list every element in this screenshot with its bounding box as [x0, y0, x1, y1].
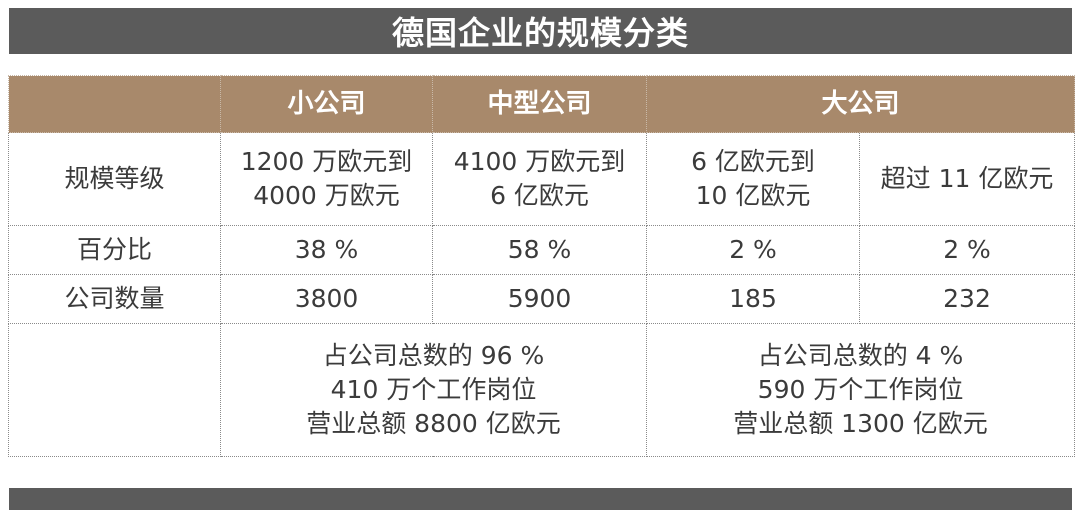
summary-small-medium-revenue: 营业总额 8800 亿欧元 [306, 409, 561, 438]
cell-scale-large-a: 6 亿欧元到 10 亿欧元 [646, 132, 860, 226]
cell-count-large-b: 232 [858, 274, 1076, 324]
header-corner-cell [8, 75, 221, 133]
cell-percent-large-b: 2 % [858, 225, 1076, 275]
row-label-count: 公司数量 [8, 274, 221, 324]
company-size-table: 小公司 中型公司 大公司 规模等级 1200 万欧元到 4000 万欧元 410… [8, 75, 1076, 457]
cell-percent-small: 38 % [220, 225, 433, 275]
cell-scale-medium-line1: 4100 万欧元到 [453, 147, 626, 176]
summary-large-revenue: 营业总额 1300 亿欧元 [733, 409, 988, 438]
row-label-summary [8, 323, 221, 457]
page-title: 德国企业的规模分类 [391, 14, 689, 52]
cell-scale-medium: 4100 万欧元到 6 亿欧元 [432, 132, 647, 226]
summary-small-medium-jobs: 410 万个工作岗位 [330, 375, 537, 404]
title-bar: 德国企业的规模分类 [9, 8, 1072, 54]
cell-scale-large-b: 超过 11 亿欧元 [858, 132, 1076, 226]
summary-large-jobs: 590 万个工作岗位 [757, 375, 964, 404]
cell-scale-small: 1200 万欧元到 4000 万欧元 [220, 132, 433, 226]
bottom-bar [9, 488, 1072, 510]
cell-summary-large: 占公司总数的 4 % 590 万个工作岗位 营业总额 1300 亿欧元 [645, 323, 1076, 457]
row-label-scale: 规模等级 [8, 132, 221, 226]
cell-count-medium: 5900 [432, 274, 647, 324]
table-row-count: 公司数量 3800 5900 185 232 [8, 274, 1076, 324]
table-row-scale: 规模等级 1200 万欧元到 4000 万欧元 4100 万欧元到 6 亿欧元 … [8, 132, 1076, 226]
cell-summary-small-medium: 占公司总数的 96 % 410 万个工作岗位 营业总额 8800 亿欧元 [220, 323, 647, 457]
cell-percent-large-a: 2 % [646, 225, 860, 275]
summary-small-medium-share: 占公司总数的 96 % [322, 341, 545, 370]
cell-count-small: 3800 [220, 274, 433, 324]
header-small-company: 小公司 [220, 75, 433, 133]
row-label-percent: 百分比 [8, 225, 221, 275]
summary-large-share: 占公司总数的 4 % [757, 341, 964, 370]
header-large-company: 大公司 [645, 75, 1076, 133]
header-medium-company: 中型公司 [432, 75, 647, 133]
cell-count-large-a: 185 [646, 274, 860, 324]
cell-scale-large-a-line2: 10 亿欧元 [695, 181, 811, 210]
cell-scale-large-a-line1: 6 亿欧元到 [691, 147, 815, 176]
table-row-summary: 占公司总数的 96 % 410 万个工作岗位 营业总额 8800 亿欧元 占公司… [8, 323, 1076, 457]
table-header-row: 小公司 中型公司 大公司 [8, 75, 1076, 133]
cell-scale-small-line2: 4000 万欧元 [253, 181, 400, 210]
table-row-percent: 百分比 38 % 58 % 2 % 2 % [8, 225, 1076, 275]
cell-scale-medium-line2: 6 亿欧元 [490, 181, 589, 210]
cell-percent-medium: 58 % [432, 225, 647, 275]
cell-scale-small-line1: 1200 万欧元到 [240, 147, 413, 176]
